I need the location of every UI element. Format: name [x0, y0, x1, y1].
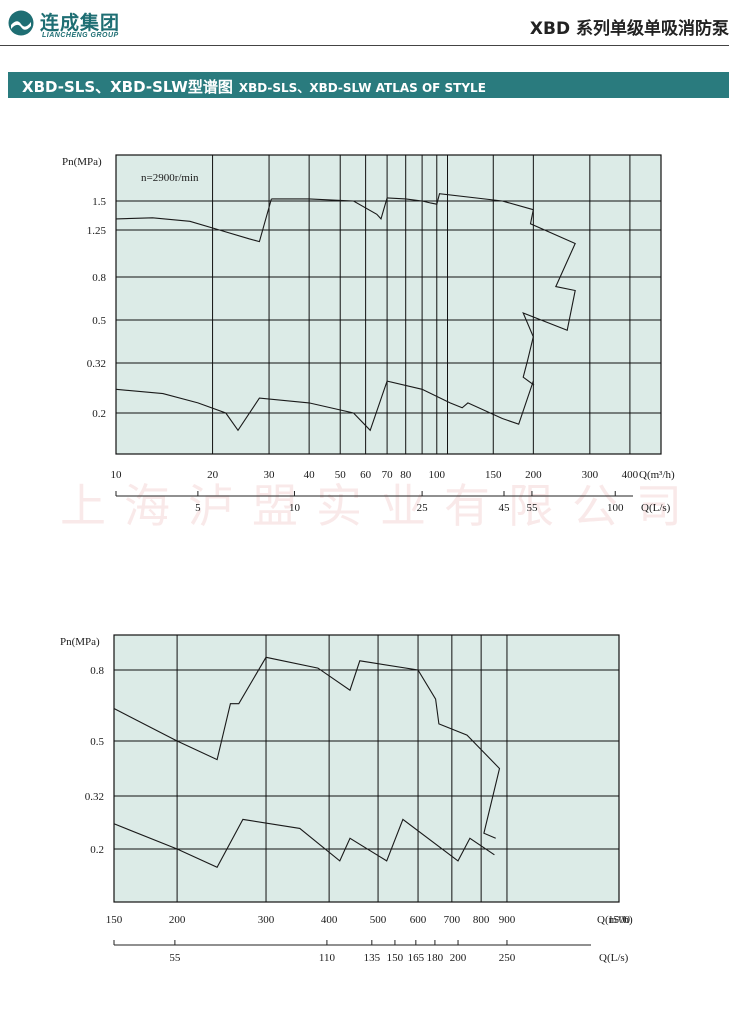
x-tick-label: 70 — [382, 469, 394, 481]
x-axis-title: Q(m³/h) — [639, 469, 675, 481]
x-tick-label: 300 — [258, 914, 275, 926]
pressure-flow-chart-top: 1.5 1.25 0.8 0.5 0.32 0.2 10 20 30 40 50 60 70 80 100 1… — [62, 154, 675, 514]
performance-curve — [115, 380, 534, 432]
y-axis-title: Pn(MPa) — [62, 156, 102, 168]
y-tick-label: 0.2 — [92, 408, 106, 420]
y-tick-label: 0.8 — [92, 272, 106, 284]
performance-curve — [113, 656, 501, 839]
x-tick-label: 80 — [400, 469, 412, 481]
pressure-flow-chart-bottom: 0.8 0.5 0.32 0.2 150 200 300 400 500 600 700 800 900… — [60, 634, 633, 964]
x-tick-label: 400 — [622, 469, 639, 481]
ls-tick-label: 5 — [195, 502, 201, 514]
x-tick-label: 300 — [582, 469, 599, 481]
ls-tick-label: 55 — [169, 952, 181, 964]
x-tick-label: 600 — [410, 914, 427, 926]
x-tick-label: 20 — [207, 469, 219, 481]
logo-english-name: LIANCHENG GROUP — [42, 32, 119, 39]
series-title: XBD 系列单级单吸消防泵 — [529, 19, 729, 39]
y-tick-label: 0.5 — [90, 736, 104, 748]
ls-tick-label: 25 — [417, 502, 429, 514]
ls-tick-label: 180 — [427, 952, 444, 964]
ls-tick-label: 150 — [387, 952, 404, 964]
performance-curve — [271, 197, 388, 220]
logo-chinese-name: 连成集团 — [40, 12, 121, 34]
x-tick-label: 150 — [106, 914, 123, 926]
performance-curve — [115, 198, 272, 243]
x-tick-label: 200 — [525, 469, 542, 481]
watermark: 上海泸盟实业有限公司 — [60, 479, 700, 533]
x-tick-label: 50 — [335, 469, 347, 481]
x-tick-label: 40 — [304, 469, 316, 481]
y-axis-title: Pn(MPa) — [60, 636, 100, 648]
section-banner: XBD-SLS、XBD-SLW型谱图 XBD-SLS、XBD-SLW ATLAS … — [8, 72, 729, 98]
plot-area — [113, 634, 620, 903]
header-divider — [0, 45, 729, 46]
page-header: 连成集团 LIANCHENG GROUP XBD 系列单级单吸消防泵 — [0, 0, 729, 48]
banner-title-cn: XBD-SLS、XBD-SLW型谱图 — [22, 78, 233, 96]
ls-tick-label: 135 — [364, 952, 381, 964]
x-tick-label: 30 — [264, 469, 276, 481]
plot-area — [115, 154, 662, 455]
ls-tick-label: 200 — [450, 952, 467, 964]
x-tick-label: 10 — [111, 469, 123, 481]
x-axis-title: Q(m³/h) — [597, 914, 633, 926]
y-tick-label: 0.5 — [92, 315, 106, 327]
performance-curve — [522, 209, 576, 386]
banner-title-en: XBD-SLS、XBD-SLW ATLAS OF STYLE — [238, 81, 486, 95]
y-tick-label: 0.2 — [90, 844, 104, 856]
y-tick-label: 0.32 — [87, 358, 106, 370]
performance-curve — [387, 193, 534, 211]
y-tick-label: 1.25 — [87, 225, 107, 237]
speed-annotation: n=2900r/min — [141, 172, 199, 184]
ls-tick-label: 45 — [498, 502, 510, 514]
performance-curve — [113, 818, 495, 869]
company-logo: 连成集团 LIANCHENG GROUP — [8, 8, 128, 42]
x-tick-label: 150 — [485, 469, 502, 481]
x-tick-label: 1500 — [608, 914, 631, 926]
x-tick-label: 200 — [169, 914, 186, 926]
x-tick-label: 100 — [429, 469, 446, 481]
x-tick-label: 60 — [360, 469, 372, 481]
logo-wave-icon — [8, 10, 34, 36]
x-tick-label: 900 — [499, 914, 516, 926]
ls-axis-title: Q(L/s) — [641, 502, 671, 514]
ls-tick-label: 55 — [526, 502, 538, 514]
y-tick-label: 0.32 — [85, 791, 104, 803]
ls-tick-label: 250 — [499, 952, 516, 964]
x-tick-label: 500 — [370, 914, 387, 926]
ls-tick-label: 10 — [289, 502, 301, 514]
x-tick-label: 800 — [473, 914, 490, 926]
y-tick-label: 1.5 — [92, 196, 106, 208]
ls-tick-label: 165 — [408, 952, 425, 964]
y-tick-label: 0.8 — [90, 665, 104, 677]
ls-tick-label: 110 — [319, 952, 336, 964]
x-tick-label: 700 — [444, 914, 461, 926]
ls-tick-label: 100 — [607, 502, 624, 514]
x-tick-label: 400 — [321, 914, 338, 926]
ls-axis-title: Q(L/s) — [599, 952, 629, 964]
